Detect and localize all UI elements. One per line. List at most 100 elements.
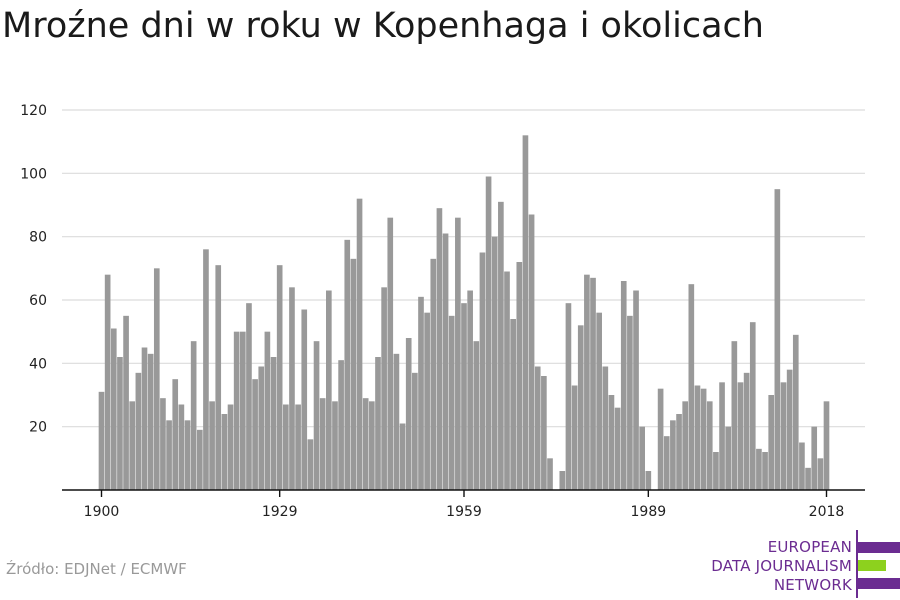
- bar[interactable]: [117, 357, 123, 490]
- bar[interactable]: [209, 401, 215, 490]
- bar[interactable]: [627, 315, 633, 490]
- bar[interactable]: [295, 404, 301, 491]
- bar[interactable]: [473, 341, 480, 490]
- bar[interactable]: [424, 312, 430, 490]
- bar[interactable]: [98, 391, 105, 490]
- bar[interactable]: [104, 274, 111, 490]
- bar[interactable]: [307, 439, 314, 490]
- bar[interactable]: [203, 249, 209, 490]
- bar[interactable]: [817, 458, 824, 490]
- bar[interactable]: [190, 341, 197, 490]
- bar[interactable]: [485, 176, 492, 491]
- bar[interactable]: [178, 404, 185, 491]
- bar[interactable]: [455, 217, 461, 491]
- bar[interactable]: [276, 265, 283, 490]
- bar[interactable]: [405, 338, 412, 490]
- bar[interactable]: [166, 420, 172, 490]
- bar[interactable]: [534, 366, 541, 491]
- bar[interactable]: [657, 388, 664, 490]
- bar[interactable]: [135, 372, 142, 490]
- bar[interactable]: [823, 401, 830, 490]
- bar[interactable]: [774, 189, 781, 491]
- bar[interactable]: [805, 467, 811, 490]
- bar[interactable]: [547, 458, 553, 490]
- bar[interactable]: [737, 382, 744, 490]
- bar[interactable]: [387, 217, 394, 491]
- bar[interactable]: [479, 252, 486, 491]
- bar[interactable]: [504, 271, 510, 491]
- bar[interactable]: [590, 277, 596, 490]
- bar[interactable]: [362, 398, 369, 490]
- bar[interactable]: [559, 471, 566, 490]
- bar[interactable]: [510, 319, 516, 490]
- bar[interactable]: [522, 135, 529, 490]
- bar[interactable]: [700, 388, 707, 490]
- bar[interactable]: [749, 322, 756, 490]
- bar[interactable]: [663, 436, 670, 490]
- bar[interactable]: [639, 426, 645, 490]
- bar[interactable]: [196, 429, 203, 490]
- bar[interactable]: [584, 274, 590, 490]
- bar[interactable]: [399, 423, 406, 491]
- bar[interactable]: [565, 303, 572, 490]
- bar[interactable]: [756, 448, 762, 490]
- bar[interactable]: [418, 296, 424, 490]
- bar[interactable]: [141, 347, 148, 491]
- bar[interactable]: [233, 331, 240, 490]
- bar[interactable]: [528, 214, 535, 491]
- bar[interactable]: [541, 376, 547, 490]
- bar[interactable]: [258, 366, 265, 491]
- bar[interactable]: [264, 331, 271, 490]
- bar[interactable]: [110, 328, 117, 491]
- bar[interactable]: [608, 395, 615, 490]
- bar[interactable]: [412, 372, 418, 490]
- bar[interactable]: [694, 385, 701, 491]
- bar[interactable]: [725, 426, 732, 490]
- bar[interactable]: [239, 331, 246, 490]
- bar[interactable]: [706, 401, 713, 490]
- bar[interactable]: [332, 401, 338, 490]
- bar[interactable]: [498, 201, 504, 490]
- bar[interactable]: [338, 360, 344, 490]
- bar[interactable]: [633, 290, 639, 491]
- bar[interactable]: [221, 414, 228, 490]
- bar[interactable]: [301, 309, 308, 491]
- bar[interactable]: [780, 382, 787, 490]
- bar[interactable]: [123, 315, 129, 490]
- bar[interactable]: [688, 284, 695, 490]
- bar[interactable]: [129, 401, 136, 490]
- bar[interactable]: [577, 325, 584, 490]
- bar[interactable]: [381, 287, 387, 490]
- bar[interactable]: [160, 398, 166, 490]
- bar[interactable]: [786, 369, 793, 490]
- bar[interactable]: [768, 395, 775, 490]
- bar[interactable]: [430, 258, 437, 490]
- bar[interactable]: [393, 353, 400, 490]
- bar[interactable]: [799, 442, 805, 491]
- bar[interactable]: [516, 262, 523, 490]
- edjnet-logo[interactable]: EUROPEAN DATA JOURNALISM NETWORK: [705, 530, 900, 598]
- bar[interactable]: [369, 401, 375, 490]
- bar[interactable]: [645, 471, 652, 490]
- bar[interactable]: [731, 341, 738, 490]
- bar[interactable]: [270, 357, 277, 490]
- bar[interactable]: [246, 303, 252, 490]
- bar[interactable]: [283, 404, 289, 491]
- bar[interactable]: [313, 341, 320, 490]
- bar[interactable]: [713, 452, 719, 490]
- bar[interactable]: [743, 372, 750, 490]
- bar[interactable]: [319, 398, 326, 490]
- bar[interactable]: [676, 414, 682, 490]
- bar[interactable]: [289, 287, 295, 490]
- bar[interactable]: [719, 382, 725, 490]
- bar[interactable]: [448, 315, 455, 490]
- bar[interactable]: [153, 268, 160, 490]
- bar[interactable]: [442, 233, 449, 491]
- bar[interactable]: [670, 420, 676, 490]
- bar[interactable]: [356, 198, 363, 491]
- bar[interactable]: [344, 239, 351, 490]
- bar[interactable]: [147, 353, 154, 490]
- bar[interactable]: [596, 312, 602, 490]
- bar[interactable]: [252, 379, 258, 490]
- bar[interactable]: [467, 290, 473, 491]
